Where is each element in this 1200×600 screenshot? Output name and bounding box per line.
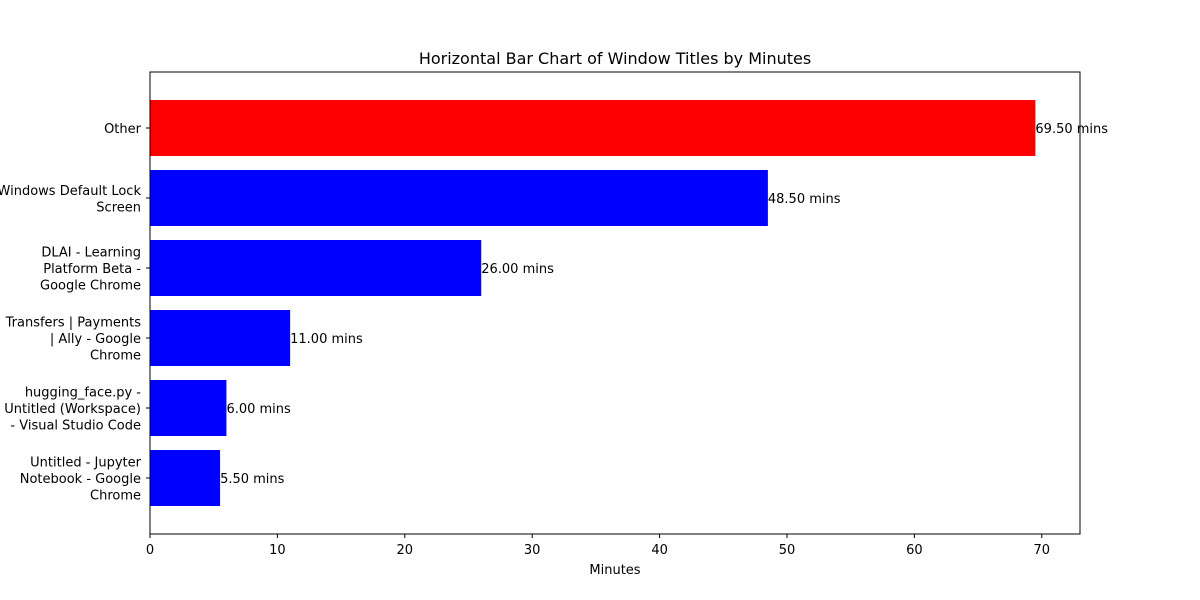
bar: [150, 450, 221, 506]
bars-layer: 69.50 mins 48.50 mins 26.00 mins 11.00 mins…: [150, 100, 1108, 506]
bar-value-label: 48.50 mins: [768, 192, 841, 207]
bar: [150, 310, 291, 366]
x-tick-label: 40: [651, 543, 668, 558]
bar: [150, 100, 1036, 156]
chart-title: Horizontal Bar Chart of Window Titles by…: [419, 49, 811, 68]
y-tick-label: DLAI - Learning Platform Beta -Google Chr…: [40, 246, 141, 294]
y-tick-label: Windows Default Lock Screen: [0, 184, 141, 216]
bar-value-label: 11.00 mins: [290, 332, 363, 347]
y-tick-label: hugging_face.py -Untitled (Workspace) - V…: [4, 386, 141, 434]
bar: [150, 240, 482, 296]
y-tick-label: Other: [104, 122, 142, 137]
bar-value-label: 69.50 mins: [1035, 122, 1108, 137]
bar: [150, 170, 768, 226]
y-tick-label: Transfers | Payments | Ally - Google Chrom…: [5, 316, 142, 364]
bar: [150, 380, 227, 436]
x-tick-label: 70: [1034, 543, 1051, 558]
x-tick-label: 30: [524, 543, 541, 558]
x-tick-label: 10: [269, 543, 286, 558]
bar-value-label: 26.00 mins: [481, 262, 554, 277]
y-axis-ticks: Other Windows Default Lock Screen DLAI - Le…: [0, 122, 150, 504]
bar-value-label: 5.50 mins: [220, 472, 285, 487]
y-tick-label: Untitled - Jupyter Notebook - Google Chrom…: [20, 456, 142, 504]
x-tick-label: 60: [906, 543, 923, 558]
plot-frame: [149, 71, 1081, 535]
x-tick-label: 20: [397, 543, 414, 558]
x-axis-label: Minutes: [589, 563, 640, 578]
x-tick-label: 0: [146, 543, 154, 558]
bar-value-label: 6.00 mins: [226, 402, 291, 417]
x-tick-label: 50: [779, 543, 796, 558]
x-axis-ticks: 0 10 20 30 40 50 60 70: [146, 534, 1050, 558]
